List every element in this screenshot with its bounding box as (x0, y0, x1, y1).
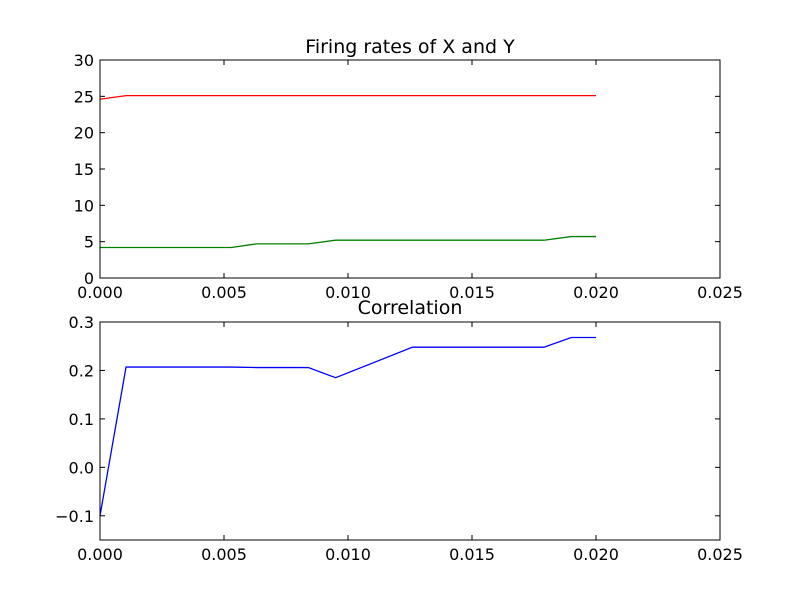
axes-frame (99, 321, 721, 541)
y-tick-label: 15 (74, 160, 94, 179)
x-tick-label: 0.015 (449, 283, 495, 302)
y-tick-label: 10 (74, 196, 94, 215)
y-tick-label: 0.0 (69, 458, 94, 477)
correlation-panel: Correlation 0.000 0.005 0.010 0.015 0.020 0.0… (55, 297, 743, 564)
x-tick-label: 0.010 (325, 283, 371, 302)
x-tick-label: 0.015 (449, 545, 495, 564)
y-tick-label: 0.1 (69, 410, 94, 429)
y-tick-label: 5 (84, 233, 94, 252)
x-tick-label: 0.025 (697, 545, 743, 564)
firing-rates-panel: Firing rates of X and Y 0.000 0.005 0.010 0… (74, 36, 743, 302)
x-tick-label: 0.005 (201, 545, 247, 564)
y-tick-label: 30 (74, 51, 94, 70)
x-tick-label: 0.020 (573, 545, 619, 564)
x-tick-label: 0.010 (325, 545, 371, 564)
y-tick-label: 0 (84, 269, 94, 288)
x-tick-label: 0.025 (697, 283, 743, 302)
x-tick-label: 0.000 (77, 545, 123, 564)
series-line-0 (99, 94, 596, 100)
y-tick-label: 0.2 (69, 361, 94, 380)
y-tick-label: 20 (74, 124, 94, 143)
x-tick-label: 0.000 (77, 283, 123, 302)
chart-title: Correlation (358, 297, 463, 319)
x-tick-label: 0.020 (573, 283, 619, 302)
series-line-1 (100, 235, 596, 249)
y-tick-label: 0.3 (69, 313, 94, 332)
y-tick-label: −0.1 (55, 507, 94, 526)
chart-title: Firing rates of X and Y (305, 36, 515, 58)
series-line-0 (99, 336, 596, 516)
x-tick-label: 0.005 (201, 283, 247, 302)
y-tick-label: 25 (74, 87, 94, 106)
